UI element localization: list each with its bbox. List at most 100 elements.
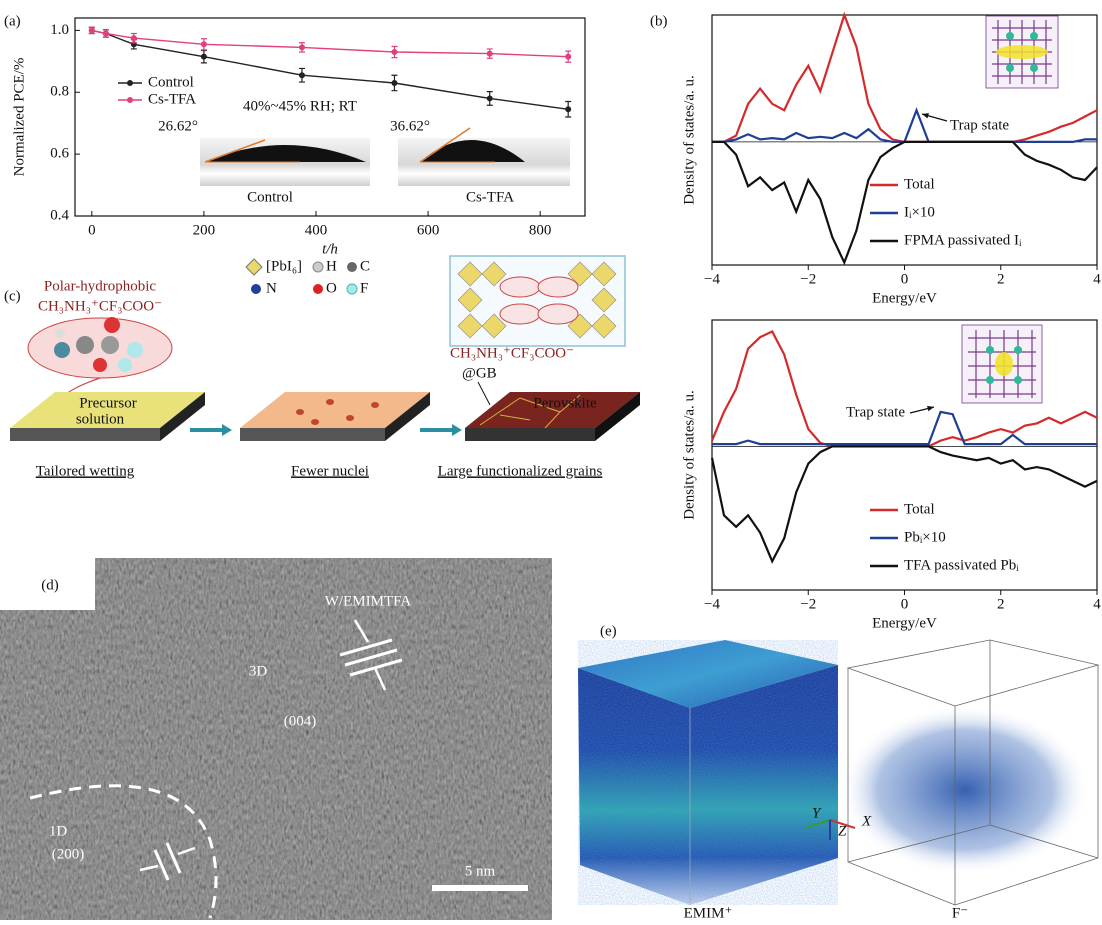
legend-symbol: [347, 284, 357, 294]
panel-label: (b): [650, 13, 668, 29]
axis-label: Z: [838, 823, 847, 839]
legend-text: O: [326, 280, 337, 296]
x-axis-label: Energy/eV: [872, 290, 937, 306]
legend-marker: [127, 97, 133, 103]
y-tick-label: 0.6: [50, 146, 69, 162]
structure-inset: [986, 16, 1058, 88]
x-tick-label: 0: [901, 596, 909, 612]
x-tick-label: 600: [417, 222, 440, 238]
x-tick-label: 200: [193, 222, 216, 238]
step-label: Large functionalized grains: [438, 463, 603, 479]
legend-symbol: [251, 284, 261, 294]
legend-symbol: [347, 262, 357, 272]
panel-label: (d): [41, 577, 59, 593]
legend-label: TFA passivated Pbᵢ: [904, 557, 1019, 573]
slab: [10, 428, 160, 441]
legend-symbol: [313, 262, 323, 272]
legend-label: Total: [904, 176, 935, 192]
molecule-formula: CH₃NH₃⁺CF₃COO⁻: [38, 298, 162, 314]
structure-inset: [962, 325, 1042, 403]
legend-marker: [127, 80, 133, 86]
x-tick-label: 800: [529, 222, 552, 238]
legend-label: FPMA passivated Iᵢ: [904, 232, 1022, 248]
x-tick-label: −2: [800, 596, 816, 612]
slab: [465, 428, 595, 441]
annotation: 36.62°: [390, 118, 430, 134]
y-tick-label: 1.0: [50, 22, 69, 38]
tem-label: W/EMIMTFA: [325, 593, 412, 609]
x-axis-label: t/h: [322, 241, 338, 257]
tem-label: (200): [52, 846, 85, 862]
slab-text: Precursor: [79, 395, 136, 411]
x-tick-label: 4: [1093, 271, 1101, 287]
legend-label: Pbᵢ×10: [904, 529, 946, 545]
legend-text: N: [266, 280, 277, 296]
slab: [240, 428, 385, 441]
panel-label: (c): [4, 288, 21, 304]
legend-text: F: [360, 280, 368, 296]
y-tick-label: 0.8: [50, 84, 69, 100]
marker: [201, 54, 207, 60]
x-tick-label: −4: [704, 271, 720, 287]
annotation: Trap state: [950, 117, 1009, 133]
y-tick-label: 0.4: [50, 207, 69, 223]
marker: [565, 106, 571, 112]
tem-label: 1D: [49, 823, 68, 839]
legend-label: Cs-TFA: [148, 91, 196, 107]
legend-label: Control: [148, 74, 194, 90]
x-tick-label: 400: [305, 222, 328, 238]
x-tick-label: 4: [1093, 596, 1101, 612]
marker: [89, 27, 95, 33]
legend-label: Iᵢ×10: [904, 204, 935, 220]
panel-label: (a): [4, 13, 21, 29]
tem-label: 3D: [249, 663, 268, 679]
marker: [201, 41, 207, 47]
page: {"panel_labels": ["(a)", "(b)", "(c)", "…: [0, 0, 1102, 925]
x-tick-label: 2: [997, 271, 1005, 287]
slab-text: Perovskite: [533, 395, 597, 411]
tem-label: (004): [284, 713, 317, 729]
y-axis-label: Density of states/a. u.: [681, 390, 697, 520]
cube-label: F⁻: [952, 905, 968, 921]
marker: [131, 35, 137, 41]
gb-label: @GB: [462, 365, 497, 381]
slab-text: solution: [76, 411, 125, 427]
cube-label: EMIM⁺: [684, 905, 733, 921]
x-tick-label: 0: [901, 271, 909, 287]
annotation: 26.62°: [158, 118, 198, 134]
step-label: Fewer nuclei: [291, 463, 369, 479]
marker: [487, 95, 493, 101]
molecule-title: Polar-hydrophobic: [44, 278, 157, 294]
marker: [487, 51, 493, 57]
legend-text: [PbI₆]: [266, 258, 302, 274]
annotation: 40%~45% RH; RT: [243, 98, 357, 114]
marker: [391, 49, 397, 55]
tem-image: (d) W/EMIMTFA 3D (004) 1D (200) 5 nm: [0, 558, 552, 920]
step-label: Tailored wetting: [36, 463, 135, 479]
scale-bar: [432, 885, 528, 891]
y-axis-label: Density of states/a. u.: [681, 75, 697, 205]
x-tick-label: −2: [800, 271, 816, 287]
axis-label: X: [861, 813, 872, 829]
x-tick-label: −4: [704, 596, 720, 612]
marker: [299, 44, 305, 50]
marker: [391, 80, 397, 86]
marker: [565, 54, 571, 60]
gb-formula: CH₃NH₃⁺CF₃COO⁻: [450, 345, 574, 361]
annotation: Trap state: [846, 404, 905, 420]
marker: [103, 30, 109, 36]
x-axis-label: Energy/eV: [872, 615, 937, 631]
x-tick-label: 0: [88, 222, 96, 238]
legend-symbol: [313, 284, 323, 294]
panel-label: (e): [600, 623, 617, 639]
x-tick-label: 2: [997, 596, 1005, 612]
y-axis-label: Normalized PCE/%: [11, 58, 27, 177]
legend-text: H: [326, 258, 337, 274]
marker: [299, 72, 305, 78]
legend-text: C: [360, 258, 370, 274]
figure: (a) (b) (c) (e) Polar-hydrophobic CH₃NH₃…: [0, 0, 1102, 925]
annotation: Control: [247, 189, 293, 205]
scale-bar-label: 5 nm: [465, 863, 496, 879]
ion-cloud: [840, 705, 1090, 875]
cube-texture: [578, 640, 838, 905]
